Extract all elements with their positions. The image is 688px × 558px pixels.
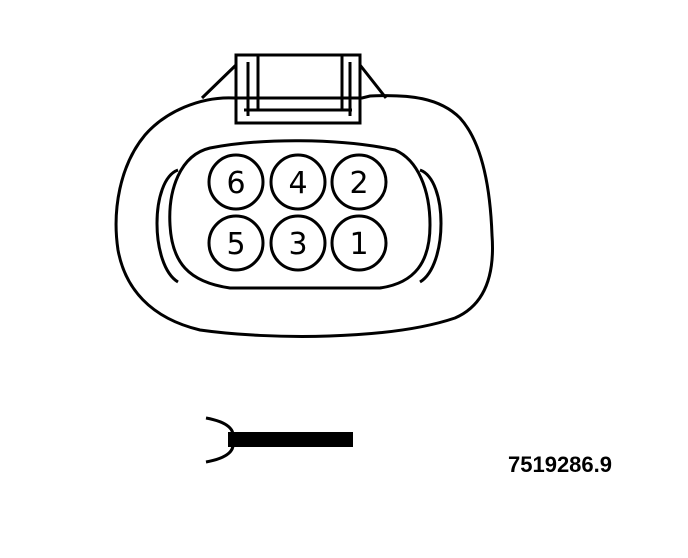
reference-number: 7519286.9	[508, 452, 612, 477]
pin-3: 3	[269, 214, 327, 272]
connector-housing-outline	[114, 94, 494, 338]
pin-5: 5	[207, 214, 265, 272]
pin-6-label: 6	[226, 166, 245, 201]
pin-3-label: 3	[288, 227, 307, 262]
pin-4: 4	[269, 153, 327, 211]
pin-2-label: 2	[349, 166, 368, 201]
terminal-symbol-icon	[205, 416, 353, 464]
pin-cavity-outline	[168, 139, 432, 290]
pin-4-label: 4	[288, 166, 307, 201]
pin-6: 6	[207, 153, 265, 211]
pin-2: 2	[330, 153, 388, 211]
pin-1-label: 1	[349, 227, 368, 262]
locking-tab	[200, 53, 388, 125]
pin-1: 1	[330, 214, 388, 272]
left-key-groove	[155, 168, 179, 284]
pin-5-label: 5	[226, 227, 245, 262]
right-key-groove	[419, 168, 443, 284]
